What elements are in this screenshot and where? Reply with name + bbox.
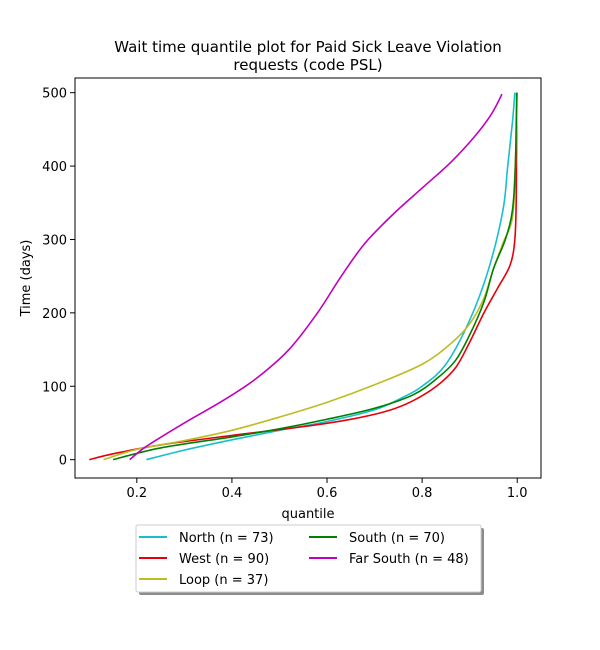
y-tick-label: 500 [42, 87, 67, 102]
y-axis-ticks: 0 100 200 300 400 500 [42, 87, 75, 469]
legend-label-north: North (n = 73) [179, 531, 274, 546]
plot-series-group [89, 92, 519, 461]
series-line-north [146, 92, 516, 461]
series-line-far-south [129, 93, 503, 461]
x-axis-ticks: 0.2 0.4 0.6 0.8 1.0 [126, 478, 528, 501]
x-tick-label: 0.2 [126, 486, 147, 501]
x-axis-label: quantile [281, 507, 334, 522]
x-tick-label: 0.8 [412, 486, 433, 501]
legend-label-west: West (n = 90) [179, 552, 269, 567]
series-line-west [89, 92, 518, 461]
y-tick-label: 300 [42, 233, 67, 248]
legend-label-south: South (n = 70) [349, 531, 445, 546]
legend-box [135, 524, 482, 593]
y-axis-label: Time (days) [19, 240, 34, 318]
chart-title-line-2: requests (code PSL) [233, 56, 382, 74]
legend: North (n = 73) West (n = 90) Loop (n = 37)… [135, 524, 484, 595]
plot-frame [74, 77, 542, 479]
y-tick-label: 200 [42, 307, 67, 322]
chart-title-line-1: Wait time quantile plot for Paid Sick Le… [114, 38, 502, 56]
y-tick-label: 400 [42, 160, 67, 175]
legend-label-far-south: Far South (n = 48) [349, 552, 469, 567]
x-tick-label: 0.4 [222, 486, 243, 501]
y-tick-label: 100 [42, 380, 67, 395]
x-tick-label: 0.6 [317, 486, 338, 501]
x-tick-label: 1.0 [507, 486, 528, 501]
legend-label-loop: Loop (n = 37) [179, 573, 268, 588]
y-tick-label: 0 [59, 454, 67, 469]
series-line-south [112, 92, 518, 461]
series-line-loop [103, 92, 519, 461]
